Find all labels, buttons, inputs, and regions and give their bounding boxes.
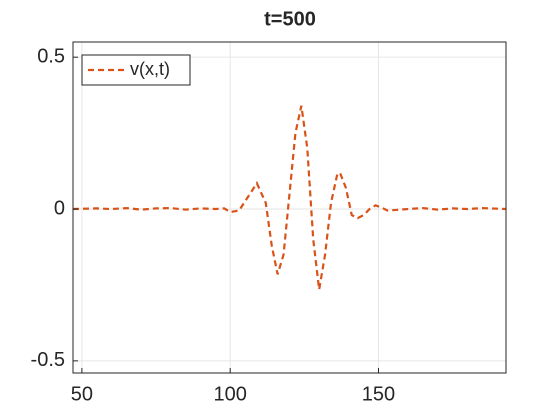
x-tick-label: 100 <box>213 383 246 405</box>
y-tick-label: -0.5 <box>31 349 65 371</box>
chart-title: t=500 <box>264 8 316 30</box>
y-tick-label: 0 <box>54 197 65 219</box>
y-tick-label: 0.5 <box>37 45 65 67</box>
plot-area <box>72 105 507 290</box>
legend: v(x,t) <box>81 54 191 86</box>
x-tick-label: 50 <box>71 383 93 405</box>
legend-label: v(x,t) <box>130 59 170 79</box>
x-tick-label: 150 <box>362 383 395 405</box>
data-line <box>72 105 507 290</box>
axes-box <box>72 41 507 374</box>
